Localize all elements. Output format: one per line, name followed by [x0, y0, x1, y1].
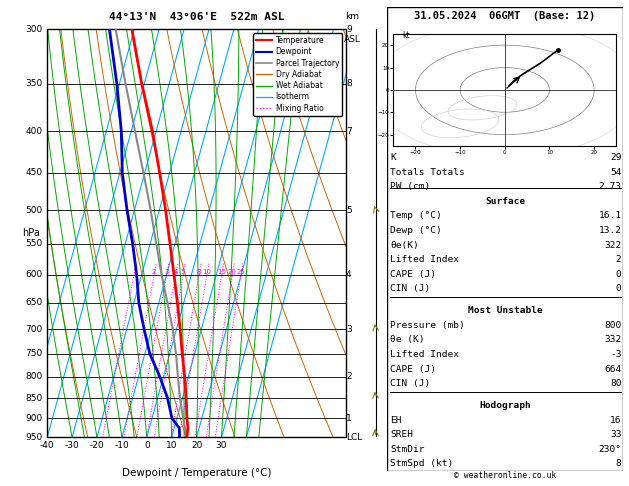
Text: 30: 30: [216, 441, 227, 451]
Text: CIN (J): CIN (J): [390, 379, 430, 388]
Text: 7: 7: [346, 126, 352, 136]
Text: 230°: 230°: [598, 445, 621, 454]
Text: 650: 650: [25, 298, 43, 308]
Text: 5: 5: [346, 206, 352, 215]
Text: 450: 450: [26, 168, 43, 177]
Text: 15: 15: [217, 269, 226, 275]
Text: -40: -40: [40, 441, 55, 451]
Text: 800: 800: [604, 321, 621, 330]
Text: -30: -30: [65, 441, 79, 451]
Text: 322: 322: [604, 241, 621, 250]
Text: 16: 16: [610, 416, 621, 425]
Text: EH: EH: [390, 416, 401, 425]
Text: -10: -10: [114, 441, 129, 451]
Text: CAPE (J): CAPE (J): [390, 270, 436, 279]
Text: 0: 0: [616, 270, 621, 279]
Legend: Temperature, Dewpoint, Parcel Trajectory, Dry Adiabat, Wet Adiabat, Isotherm, Mi: Temperature, Dewpoint, Parcel Trajectory…: [253, 33, 342, 116]
Text: CAPE (J): CAPE (J): [390, 364, 436, 374]
Text: 332: 332: [604, 335, 621, 345]
Text: -20: -20: [90, 441, 104, 451]
Text: 8: 8: [346, 79, 352, 88]
Text: 750: 750: [25, 349, 43, 358]
Text: 25: 25: [237, 269, 245, 275]
Text: 10: 10: [166, 441, 177, 451]
Text: kt: kt: [402, 32, 409, 40]
Text: 2.73: 2.73: [598, 182, 621, 191]
Text: 350: 350: [25, 79, 43, 88]
Text: 2: 2: [346, 372, 352, 381]
Text: 400: 400: [26, 126, 43, 136]
Text: 9: 9: [346, 25, 352, 34]
Text: Pressure (mb): Pressure (mb): [390, 321, 465, 330]
Text: 800: 800: [25, 372, 43, 381]
Text: ASL: ASL: [344, 35, 361, 44]
Text: SREH: SREH: [390, 430, 413, 439]
Text: 950: 950: [25, 433, 43, 442]
Text: Lifted Index: Lifted Index: [390, 350, 459, 359]
Text: 10: 10: [203, 269, 211, 275]
Text: 5: 5: [181, 269, 186, 275]
Text: Lifted Index: Lifted Index: [390, 255, 459, 264]
Text: 664: 664: [604, 364, 621, 374]
Text: 3: 3: [346, 325, 352, 334]
Text: 80: 80: [610, 379, 621, 388]
Text: 1: 1: [132, 269, 136, 275]
Text: 600: 600: [25, 270, 43, 279]
Text: StmDir: StmDir: [390, 445, 425, 454]
Text: 300: 300: [25, 25, 43, 34]
Text: 2: 2: [616, 255, 621, 264]
Text: 8: 8: [616, 459, 621, 469]
Text: 4: 4: [174, 269, 178, 275]
Text: Dewpoint / Temperature (°C): Dewpoint / Temperature (°C): [122, 468, 271, 478]
Text: 4: 4: [346, 270, 352, 279]
Text: Dewp (°C): Dewp (°C): [390, 226, 442, 235]
Text: 550: 550: [25, 239, 43, 248]
Text: CIN (J): CIN (J): [390, 284, 430, 294]
Text: 0: 0: [144, 441, 150, 451]
Text: Totals Totals: Totals Totals: [390, 168, 465, 177]
Text: K: K: [390, 153, 396, 162]
Text: 700: 700: [25, 325, 43, 334]
Text: © weatheronline.co.uk: © weatheronline.co.uk: [454, 471, 556, 480]
Text: 0: 0: [616, 284, 621, 294]
Text: Hodograph: Hodograph: [480, 401, 532, 410]
Text: StmSpd (kt): StmSpd (kt): [390, 459, 454, 469]
Text: 1: 1: [346, 414, 352, 423]
Text: Temp (°C): Temp (°C): [390, 211, 442, 221]
Text: 500: 500: [25, 206, 43, 215]
Text: 3: 3: [164, 269, 169, 275]
Text: 13.2: 13.2: [598, 226, 621, 235]
Text: km: km: [345, 12, 360, 21]
Text: θe (K): θe (K): [390, 335, 425, 345]
Text: Most Unstable: Most Unstable: [469, 306, 543, 315]
Text: 900: 900: [25, 414, 43, 423]
Text: 20: 20: [228, 269, 237, 275]
Text: 2: 2: [152, 269, 157, 275]
Text: Surface: Surface: [486, 197, 526, 206]
Text: LCL: LCL: [346, 433, 362, 442]
Text: θe(K): θe(K): [390, 241, 419, 250]
Text: 31.05.2024  06GMT  (Base: 12): 31.05.2024 06GMT (Base: 12): [415, 11, 596, 21]
Text: 54: 54: [610, 168, 621, 177]
Text: 33: 33: [610, 430, 621, 439]
Text: 20: 20: [191, 441, 203, 451]
Text: PW (cm): PW (cm): [390, 182, 430, 191]
Text: 850: 850: [25, 394, 43, 402]
Text: -3: -3: [610, 350, 621, 359]
Text: 16.1: 16.1: [598, 211, 621, 221]
Text: 8: 8: [197, 269, 201, 275]
Text: 29: 29: [610, 153, 621, 162]
Text: hPa: hPa: [22, 228, 40, 238]
Text: 44°13'N  43°06'E  522m ASL: 44°13'N 43°06'E 522m ASL: [109, 12, 284, 22]
